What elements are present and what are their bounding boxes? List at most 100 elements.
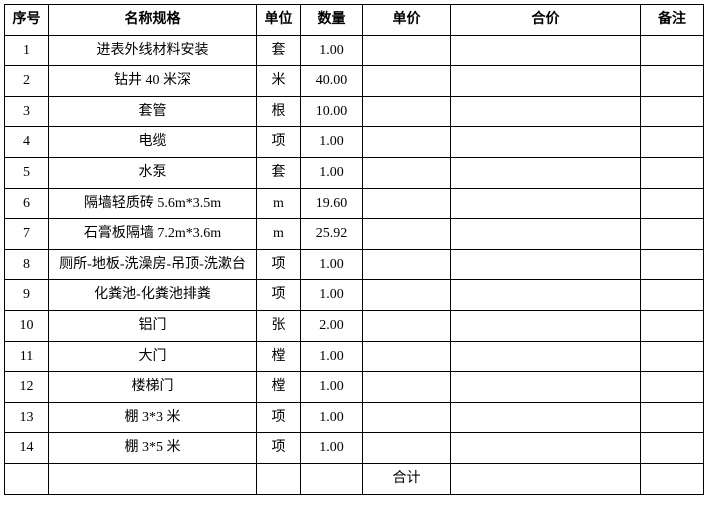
table-cell — [451, 219, 641, 250]
table-row: 5水泵套1.00 — [5, 157, 704, 188]
table-cell — [451, 127, 641, 158]
total-cell — [49, 463, 257, 494]
table-cell — [451, 280, 641, 311]
table-cell — [451, 402, 641, 433]
table-cell: 张 — [257, 310, 301, 341]
table-cell: 11 — [5, 341, 49, 372]
table-cell: 套 — [257, 35, 301, 66]
table-cell — [451, 188, 641, 219]
col-header-note: 备注 — [641, 5, 704, 36]
table-row: 12楼梯门樘1.00 — [5, 372, 704, 403]
table-cell: 钻井 40 米深 — [49, 66, 257, 97]
table-cell — [363, 219, 451, 250]
table-cell: 项 — [257, 249, 301, 280]
col-header-price: 单价 — [363, 5, 451, 36]
table-cell: 1.00 — [301, 402, 363, 433]
spec-table: 序号 名称规格 单位 数量 单价 合价 备注 1进表外线材料安装套1.002钻井… — [4, 4, 704, 495]
table-cell: 项 — [257, 402, 301, 433]
table-row: 14棚 3*5 米项1.00 — [5, 433, 704, 464]
table-cell — [641, 280, 704, 311]
total-cell — [301, 463, 363, 494]
table-cell: 石膏板隔墙 7.2m*3.6m — [49, 219, 257, 250]
table-cell: 25.92 — [301, 219, 363, 250]
table-cell: 13 — [5, 402, 49, 433]
table-cell: 1.00 — [301, 127, 363, 158]
table-row: 10铝门张2.00 — [5, 310, 704, 341]
col-header-name: 名称规格 — [49, 5, 257, 36]
table-row: 4电缆项1.00 — [5, 127, 704, 158]
table-cell: 电缆 — [49, 127, 257, 158]
table-cell: 4 — [5, 127, 49, 158]
col-header-idx: 序号 — [5, 5, 49, 36]
table-cell — [641, 372, 704, 403]
table-cell: 5 — [5, 157, 49, 188]
table-cell — [451, 66, 641, 97]
table-cell — [641, 66, 704, 97]
table-cell — [451, 249, 641, 280]
table-cell — [451, 35, 641, 66]
table-cell: 樘 — [257, 341, 301, 372]
table-cell — [451, 157, 641, 188]
table-cell: 棚 3*5 米 — [49, 433, 257, 464]
table-cell: 1.00 — [301, 157, 363, 188]
table-cell — [363, 96, 451, 127]
table-cell — [363, 372, 451, 403]
table-cell — [363, 280, 451, 311]
table-cell — [363, 310, 451, 341]
table-cell: 铝门 — [49, 310, 257, 341]
table-cell — [641, 157, 704, 188]
table-cell: 项 — [257, 127, 301, 158]
total-row: 合计 — [5, 463, 704, 494]
table-cell — [363, 188, 451, 219]
total-cell: 合计 — [363, 463, 451, 494]
table-cell — [641, 402, 704, 433]
table-cell — [641, 127, 704, 158]
table-cell: 19.60 — [301, 188, 363, 219]
table-cell: 大门 — [49, 341, 257, 372]
table-cell: 化粪池-化粪池排粪 — [49, 280, 257, 311]
table-cell: 3 — [5, 96, 49, 127]
table-cell: 10.00 — [301, 96, 363, 127]
col-header-qty: 数量 — [301, 5, 363, 36]
table-cell — [641, 310, 704, 341]
table-row: 3套管根10.00 — [5, 96, 704, 127]
table-body: 1进表外线材料安装套1.002钻井 40 米深米40.003套管根10.004电… — [5, 35, 704, 494]
table-cell: 水泵 — [49, 157, 257, 188]
table-cell: 1.00 — [301, 341, 363, 372]
table-cell: 9 — [5, 280, 49, 311]
table-cell — [641, 219, 704, 250]
table-cell: 1.00 — [301, 433, 363, 464]
table-cell — [451, 372, 641, 403]
table-cell: 棚 3*3 米 — [49, 402, 257, 433]
table-header: 序号 名称规格 单位 数量 单价 合价 备注 — [5, 5, 704, 36]
table-cell: 进表外线材料安装 — [49, 35, 257, 66]
col-header-unit: 单位 — [257, 5, 301, 36]
table-row: 8厕所-地板-洗澡房-吊顶-洗漱台项1.00 — [5, 249, 704, 280]
table-cell: m — [257, 188, 301, 219]
table-cell — [451, 310, 641, 341]
table-cell: 隔墙轻质砖 5.6m*3.5m — [49, 188, 257, 219]
table-row: 2钻井 40 米深米40.00 — [5, 66, 704, 97]
table-row: 6隔墙轻质砖 5.6m*3.5mm19.60 — [5, 188, 704, 219]
table-cell: 1.00 — [301, 35, 363, 66]
table-row: 9化粪池-化粪池排粪项1.00 — [5, 280, 704, 311]
table-cell: 40.00 — [301, 66, 363, 97]
table-cell: 12 — [5, 372, 49, 403]
table-cell: 8 — [5, 249, 49, 280]
table-cell: 2.00 — [301, 310, 363, 341]
table-cell: 项 — [257, 280, 301, 311]
table-cell: 根 — [257, 96, 301, 127]
table-cell — [451, 341, 641, 372]
table-cell — [363, 127, 451, 158]
table-cell — [363, 157, 451, 188]
table-cell — [363, 341, 451, 372]
total-cell — [451, 463, 641, 494]
table-cell: 1.00 — [301, 249, 363, 280]
total-cell — [257, 463, 301, 494]
table-cell — [363, 249, 451, 280]
total-cell — [641, 463, 704, 494]
table-cell: 套管 — [49, 96, 257, 127]
table-cell — [641, 249, 704, 280]
table-cell — [641, 188, 704, 219]
table-cell — [451, 433, 641, 464]
